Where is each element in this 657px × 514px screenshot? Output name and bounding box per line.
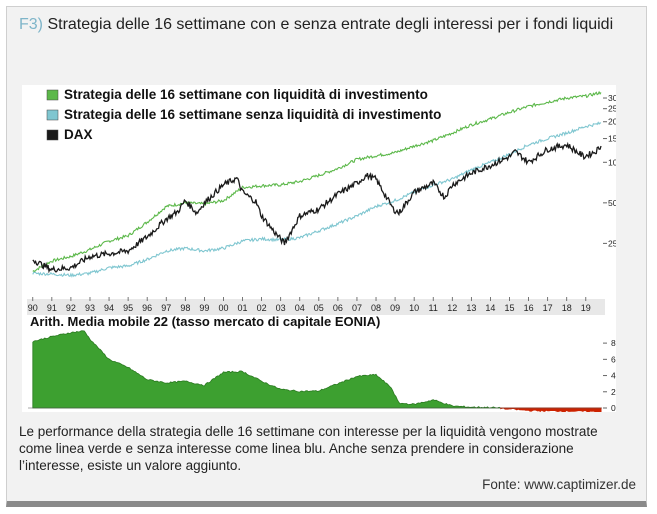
figure-title: F3) Strategia delle 16 settimane con e s… bbox=[19, 15, 634, 35]
legend-label: DAX bbox=[64, 127, 93, 142]
x-tick-label: 16 bbox=[524, 303, 534, 313]
sub-area-group bbox=[28, 330, 602, 413]
x-tick-label: 93 bbox=[85, 303, 95, 313]
x-axis-band bbox=[27, 299, 605, 315]
y-tick-label: 25000 bbox=[608, 104, 616, 114]
x-tick-label: 08 bbox=[371, 303, 381, 313]
y-tick-label: 20000 bbox=[608, 117, 616, 127]
figure-caption: Le performance della strategia delle 16 … bbox=[19, 424, 598, 473]
figure-title-text: Strategia delle 16 settimane con e senza… bbox=[47, 16, 614, 33]
x-tick-label: 00 bbox=[218, 303, 228, 313]
sub-y-tick-label: 4 bbox=[611, 371, 616, 381]
x-tick-label: 17 bbox=[543, 303, 553, 313]
x-axis-ticks: 90 91 92 93 94 95 96 97 98 99 00 01 02 03 04 05 06 07 08 09… bbox=[28, 297, 591, 313]
x-tick-label: 90 bbox=[28, 303, 38, 313]
series-line-2 bbox=[32, 121, 602, 278]
sub-y-axis: 0 2 4 6 8 bbox=[603, 338, 616, 413]
x-tick-label: 94 bbox=[104, 303, 114, 313]
x-tick-label: 09 bbox=[390, 303, 400, 313]
x-tick-label: 98 bbox=[180, 303, 190, 313]
sub-chart-title: Arith. Media mobile 22 (tasso mercato di… bbox=[30, 314, 380, 329]
y-tick-label: 5000 bbox=[608, 198, 616, 208]
x-tick-label: 04 bbox=[295, 303, 305, 313]
x-tick-label: 05 bbox=[314, 303, 324, 313]
figure-source: Fonte: www.captimizer.de bbox=[482, 477, 636, 492]
x-tick-label: 96 bbox=[142, 303, 152, 313]
y-tick-label: 30000 bbox=[608, 93, 616, 103]
x-tick-label: 07 bbox=[352, 303, 362, 313]
y-tick-label: 2500 bbox=[608, 238, 616, 248]
x-tick-label: 02 bbox=[257, 303, 267, 313]
x-tick-label: 10 bbox=[409, 303, 419, 313]
legend-swatch bbox=[46, 89, 59, 101]
x-tick-label: 01 bbox=[238, 303, 248, 313]
x-tick-label: 14 bbox=[485, 303, 495, 313]
x-tick-label: 91 bbox=[47, 303, 57, 313]
x-tick-label: 12 bbox=[447, 303, 457, 313]
x-tick-label: 19 bbox=[581, 303, 591, 313]
y-tick-label: 10000 bbox=[608, 157, 616, 167]
main-lines-group bbox=[32, 90, 602, 278]
chart-panel: 250050001000015000200002500030000 909192… bbox=[22, 85, 632, 413]
x-tick-label: 15 bbox=[505, 303, 515, 313]
x-tick-label: 99 bbox=[199, 303, 209, 313]
x-tick-label: 18 bbox=[562, 303, 572, 313]
series-line-3 bbox=[32, 141, 602, 274]
x-tick-label: 92 bbox=[66, 303, 76, 313]
y-tick-label: 15000 bbox=[608, 134, 616, 144]
x-tick-label: 11 bbox=[429, 303, 438, 313]
x-tick-label: 13 bbox=[466, 303, 476, 313]
sub-y-tick-label: 8 bbox=[611, 338, 616, 348]
legend-swatch bbox=[46, 109, 59, 121]
legend-swatch bbox=[46, 129, 59, 141]
series-line-1 bbox=[32, 90, 602, 273]
sub-y-tick-label: 0 bbox=[611, 403, 616, 412]
eonia-negative-area bbox=[500, 407, 602, 413]
chart-legend: Strategia delle 16 settimane con liquidi… bbox=[46, 87, 441, 142]
figure-frame: F3) Strategia delle 16 settimane con e s… bbox=[6, 6, 647, 507]
x-tick-label: 95 bbox=[123, 303, 133, 313]
sub-y-tick-label: 2 bbox=[611, 387, 616, 397]
chart-svg: 250050001000015000200002500030000 909192… bbox=[22, 85, 632, 413]
figure-label: F3) bbox=[19, 16, 43, 33]
legend-label: Strategia delle 16 settimane senza liqui… bbox=[64, 107, 441, 122]
x-tick-label: 03 bbox=[276, 303, 286, 313]
sub-y-tick-label: 6 bbox=[611, 354, 616, 364]
x-tick-label: 97 bbox=[161, 303, 171, 313]
legend-label: Strategia delle 16 settimane con liquidi… bbox=[64, 87, 428, 102]
x-tick-label: 06 bbox=[333, 303, 343, 313]
